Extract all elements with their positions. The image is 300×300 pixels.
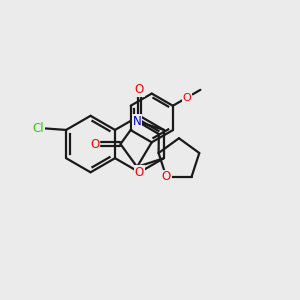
Text: O: O [90,138,99,151]
Text: O: O [135,166,144,179]
Text: O: O [135,83,144,97]
Text: O: O [162,170,171,184]
Text: N: N [133,115,141,128]
Text: Cl: Cl [32,122,44,135]
Text: O: O [183,93,191,103]
